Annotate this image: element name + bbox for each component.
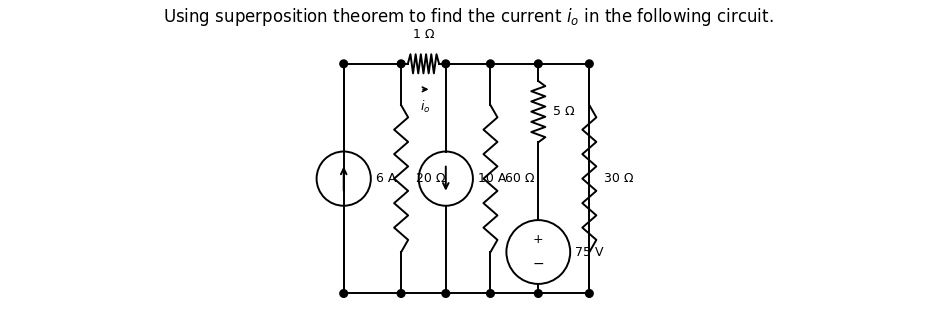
Text: 6 A: 6 A [376, 172, 396, 185]
Text: 30 Ω: 30 Ω [605, 172, 634, 185]
Circle shape [340, 290, 347, 297]
Circle shape [534, 60, 542, 68]
Text: 1 Ω: 1 Ω [413, 28, 435, 41]
Text: +: + [533, 234, 544, 246]
Circle shape [534, 290, 542, 297]
Text: Using superposition theorem to find the current $i_o$ in the following circuit.: Using superposition theorem to find the … [163, 6, 773, 28]
Text: −: − [532, 257, 544, 271]
Circle shape [487, 290, 494, 297]
Circle shape [586, 60, 593, 68]
Text: 20 Ω: 20 Ω [416, 172, 446, 185]
Circle shape [487, 60, 494, 68]
Text: 75 V: 75 V [575, 246, 604, 258]
Circle shape [586, 290, 593, 297]
Circle shape [398, 290, 405, 297]
Circle shape [398, 60, 405, 68]
Text: $i_o$: $i_o$ [419, 99, 430, 115]
Circle shape [340, 60, 347, 68]
Text: 60 Ω: 60 Ω [506, 172, 535, 185]
Circle shape [442, 60, 450, 68]
Circle shape [442, 290, 450, 297]
Text: 5 Ω: 5 Ω [553, 105, 575, 118]
Text: 10 A: 10 A [477, 172, 506, 185]
